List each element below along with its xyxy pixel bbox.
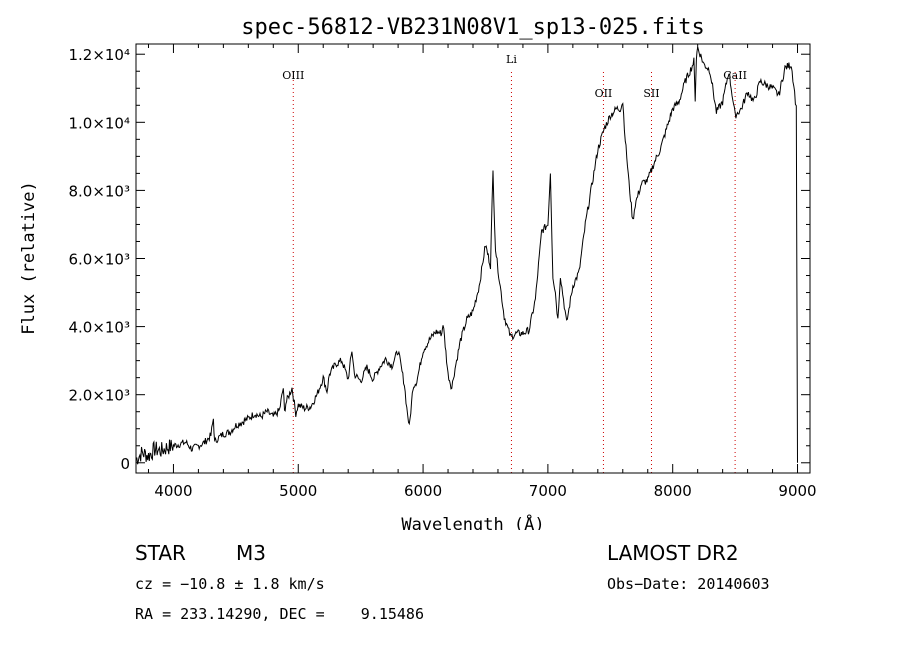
y-tick-label: 0 xyxy=(120,455,130,473)
x-tick-label: 5000 xyxy=(279,482,317,500)
redshift-velocity: cz = −10.8 ± 1.8 km/s xyxy=(135,575,325,593)
spectral-line-label: Li xyxy=(506,53,517,66)
spectral-line-label: SII xyxy=(643,87,659,100)
y-tick-label: 1.0×10⁴ xyxy=(68,114,130,132)
plot-frame xyxy=(135,43,811,474)
y-tick-label: 6.0×10³ xyxy=(68,251,130,269)
x-tick-label: 7000 xyxy=(529,482,567,500)
spectrum-line xyxy=(135,46,798,465)
axis-ticks: 4000 5000 6000 7000 8000 9000 0 2.0×10³ 4.0×10³ 6… xyxy=(68,44,817,500)
spectrum-chart: spec-56812-VB231N08V1_sp13-025.fits Wave… xyxy=(19,15,817,530)
x-tick-label: 9000 xyxy=(778,482,816,500)
chart-title: spec-56812-VB231N08V1_sp13-025.fits xyxy=(241,15,705,40)
spectral-line-label: OIII xyxy=(282,69,304,82)
y-tick-label: 8.0×10³ xyxy=(68,182,130,200)
y-tick-label: 4.0×10³ xyxy=(68,319,130,337)
series-layer xyxy=(135,46,798,465)
y-axis-label: Flux (relative) xyxy=(19,181,39,335)
spectral-line-label: CaII xyxy=(723,69,747,82)
object-subclass: M3 xyxy=(236,541,266,565)
survey-release: LAMOST DR2 xyxy=(607,541,739,565)
y-tick-label: 1.2×10⁴ xyxy=(68,46,130,64)
x-tick-label: 6000 xyxy=(404,482,442,500)
observation-date: Obs−Date: 20140603 xyxy=(607,575,770,593)
x-tick-label: 8000 xyxy=(654,482,692,500)
object-class: STAR xyxy=(135,541,186,565)
y-tick-label: 2.0×10³ xyxy=(68,387,130,405)
spectral-line-markers: OIII Li OII SII CaII xyxy=(282,53,747,473)
x-axis-label: Wavelength (Å) xyxy=(401,513,544,530)
x-tick-label: 4000 xyxy=(154,482,192,500)
spectral-line-label: OII xyxy=(595,87,613,100)
sky-coordinates: RA = 233.14290, DEC = 9.15486 xyxy=(135,605,424,623)
